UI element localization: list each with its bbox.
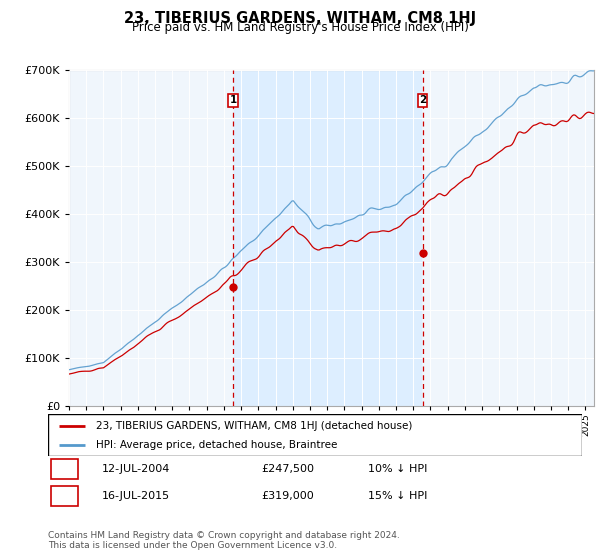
Text: 2: 2 [419,95,426,105]
Text: 23, TIBERIUS GARDENS, WITHAM, CM8 1HJ: 23, TIBERIUS GARDENS, WITHAM, CM8 1HJ [124,11,476,26]
Text: £247,500: £247,500 [262,464,314,474]
Text: 2: 2 [61,491,68,501]
Text: Price paid vs. HM Land Registry's House Price Index (HPI): Price paid vs. HM Land Registry's House … [131,21,469,34]
Text: HPI: Average price, detached house, Braintree: HPI: Average price, detached house, Brai… [96,440,337,450]
Text: £319,000: £319,000 [262,491,314,501]
Text: 15% ↓ HPI: 15% ↓ HPI [368,491,428,501]
Text: 16-JUL-2015: 16-JUL-2015 [101,491,170,501]
FancyBboxPatch shape [229,94,238,107]
FancyBboxPatch shape [418,94,427,107]
Text: 23, TIBERIUS GARDENS, WITHAM, CM8 1HJ (detached house): 23, TIBERIUS GARDENS, WITHAM, CM8 1HJ (d… [96,421,412,431]
Text: 12-JUL-2004: 12-JUL-2004 [101,464,170,474]
FancyBboxPatch shape [50,486,79,506]
Text: 1: 1 [230,95,237,105]
FancyBboxPatch shape [50,459,79,479]
FancyBboxPatch shape [48,414,582,456]
Text: 10% ↓ HPI: 10% ↓ HPI [368,464,428,474]
Text: Contains HM Land Registry data © Crown copyright and database right 2024.
This d: Contains HM Land Registry data © Crown c… [48,531,400,550]
Text: 1: 1 [61,464,68,474]
